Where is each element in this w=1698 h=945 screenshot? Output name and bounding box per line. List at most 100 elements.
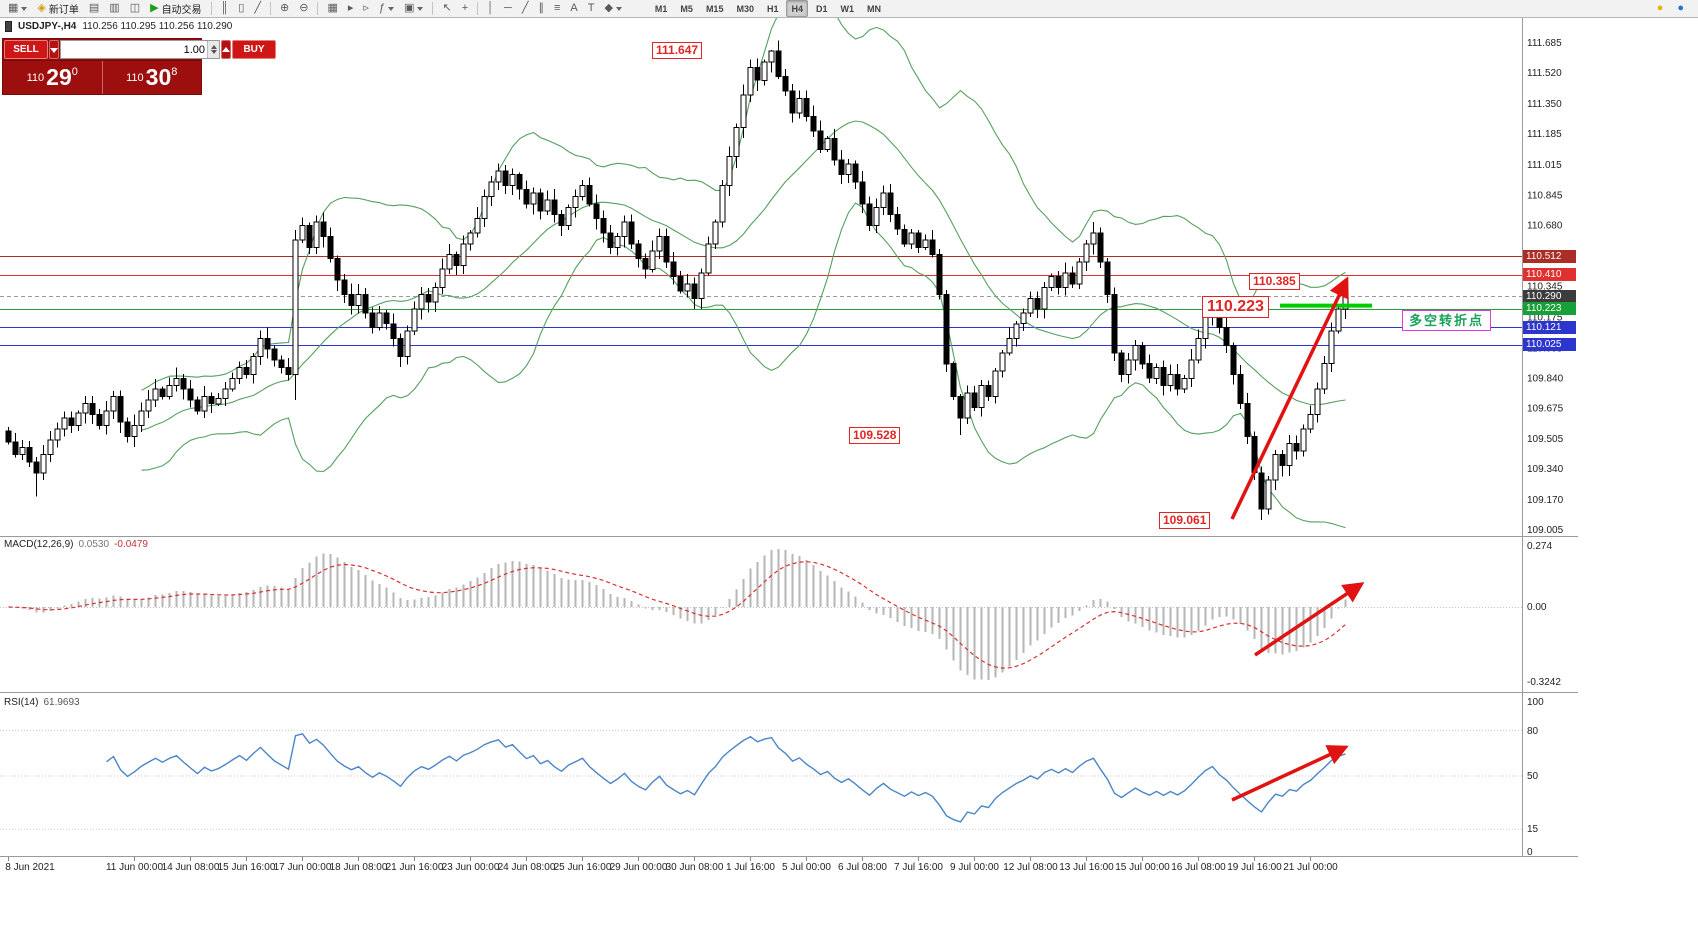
arrows-icon[interactable]: ◆: [600, 0, 625, 17]
svg-text:80: 80: [1527, 726, 1539, 737]
channel-icon[interactable]: ∥: [534, 0, 548, 17]
price-annotation-peak[interactable]: 111.647: [652, 42, 703, 59]
zoom-out-icon[interactable]: ⊖: [295, 0, 312, 17]
svg-text:21 Jun 16:00: 21 Jun 16:00: [386, 862, 444, 873]
autotrading-button[interactable]: ▶ 自动交易: [146, 0, 205, 17]
templates-icon: ▣: [404, 2, 415, 14]
zoom-in-icon[interactable]: ⊕: [276, 0, 293, 17]
sell-button[interactable]: SELL: [4, 40, 48, 59]
volume-up-button[interactable]: [208, 41, 219, 50]
timeframe-m1[interactable]: M1: [654, 3, 668, 14]
toolbar: ▦ ◈ 新订单 ▤ ▥ ◫ ▶ 自动交易 ║ ▯ ╱ ⊕ ⊖ ▦ ▸ ▹ ƒ ▣ ↖ + │ ─ ╱ ∥ ≡ A T ◆ M1 M5 M15…: [0, 0, 1698, 18]
svg-text:17 Jun 00:00: 17 Jun 00:00: [274, 862, 332, 873]
price-scale: 111.685 111.520 111.350 111.185 111.015 110.8…: [1527, 38, 1564, 536]
timeframe-m15[interactable]: M15: [705, 3, 724, 14]
timeframe-h4[interactable]: H4: [786, 0, 808, 17]
community-icon[interactable]: ●: [1653, 0, 1668, 17]
data-window-icon[interactable]: ▥: [105, 0, 123, 17]
svg-text:109.840: 109.840: [1527, 373, 1564, 384]
new-chart-button[interactable]: ▦: [4, 0, 31, 17]
buy-price-display[interactable]: 110 30 8: [103, 61, 202, 94]
price-annotation-pivot[interactable]: 110.223: [1202, 296, 1269, 318]
mql5-icon[interactable]: ●: [1673, 0, 1688, 17]
crosshair-icon[interactable]: +: [458, 0, 472, 17]
sell-price-display[interactable]: 110 29 0: [3, 61, 103, 94]
svg-text:50: 50: [1527, 771, 1539, 782]
bar-chart-icon[interactable]: ║: [217, 0, 233, 17]
zoom-in-icon: ⊕: [280, 2, 290, 14]
price-annotation-mid-low[interactable]: 109.528: [849, 427, 901, 444]
turning-point-annotation[interactable]: 多空转折点: [1402, 310, 1492, 331]
macd-name: MACD(12,26,9): [4, 539, 74, 550]
svg-text:16 Jul 08:00: 16 Jul 08:00: [1171, 862, 1226, 873]
templates-icon[interactable]: ▣: [400, 0, 427, 17]
timeframe-h1[interactable]: H1: [766, 3, 779, 14]
macd-indicator-label: MACD(12,26,9) 0.0530 -0.0479: [4, 539, 148, 550]
svg-text:9 Jul 00:00: 9 Jul 00:00: [950, 862, 999, 873]
trendline-icon: ╱: [521, 2, 529, 14]
trend-arrow-macd[interactable]: [1254, 582, 1365, 657]
svg-text:110.845: 110.845: [1527, 191, 1563, 202]
svg-text:109.005: 109.005: [1527, 525, 1564, 536]
rsi-name: RSI(14): [4, 697, 39, 708]
line-chart-icon[interactable]: ╱: [250, 0, 265, 17]
price-tag-110.025: 110.025: [1523, 338, 1576, 351]
price-annotation-resistance[interactable]: 110.385: [1249, 273, 1300, 290]
buy-price-main: 30: [145, 64, 172, 90]
new-chart-icon: ▦: [8, 2, 19, 14]
chevron-down-icon: [388, 6, 395, 14]
price-annotation-bottom[interactable]: 109.061: [1159, 512, 1211, 529]
price-tag-110.512: 110.512: [1523, 250, 1576, 263]
buy-price-prefix: 110: [126, 71, 144, 84]
new-order-button[interactable]: ◈ 新订单: [33, 0, 82, 17]
svg-text:8 Jun 2021: 8 Jun 2021: [5, 862, 55, 873]
svg-text:29 Jun 00:00: 29 Jun 00:00: [610, 862, 668, 873]
text-label-icon[interactable]: T: [584, 0, 599, 17]
price-tag-110.223: 110.223: [1523, 302, 1576, 315]
volume-down-button[interactable]: [208, 49, 219, 58]
text-icon[interactable]: A: [566, 0, 581, 17]
price-tag-110.121: 110.121: [1523, 321, 1576, 334]
buy-price-pip: 8: [171, 66, 178, 78]
buy-button[interactable]: BUY: [232, 40, 276, 59]
channel-icon: ∥: [538, 2, 544, 14]
autotrading-button-label: 自动交易: [161, 5, 202, 16]
volume-input[interactable]: [61, 41, 207, 58]
svg-text:12 Jul 08:00: 12 Jul 08:00: [1003, 862, 1058, 873]
buy-options-caret[interactable]: [221, 40, 231, 59]
rsi-indicator-label: RSI(14) 61.9693: [4, 697, 80, 708]
timeframe-m30[interactable]: M30: [736, 3, 754, 14]
navigator-icon: ◫: [129, 2, 141, 14]
macd-histogram: [0, 549, 1522, 681]
auto-scroll-icon[interactable]: ▸: [344, 0, 358, 17]
horizontal-line-icon[interactable]: ─: [500, 0, 516, 17]
candlestick-chart-icon[interactable]: ▯: [234, 0, 248, 17]
new-order-button-label: 新订单: [48, 5, 79, 16]
svg-text:0: 0: [1527, 847, 1533, 858]
vertical-line-icon[interactable]: │: [483, 0, 498, 17]
timeframe-mn[interactable]: MN: [867, 3, 882, 14]
chart-canvas[interactable]: 111.685 111.520 111.350 111.185 111.015 110.8…: [0, 18, 1578, 878]
trend-arrow-main[interactable]: [1230, 276, 1349, 520]
cursor-icon[interactable]: ↖: [438, 0, 455, 17]
navigator-icon[interactable]: ◫: [126, 0, 144, 17]
chart-shift-icon[interactable]: ▹: [359, 0, 373, 17]
timeframe-d1[interactable]: D1: [816, 3, 828, 14]
trendline-icon[interactable]: ╱: [518, 0, 533, 17]
horizontal-line-icon: ─: [504, 2, 512, 14]
autotrading-icon: ▶: [150, 2, 159, 14]
sell-options-caret[interactable]: [49, 40, 59, 59]
svg-text:13 Jul 16:00: 13 Jul 16:00: [1059, 862, 1114, 873]
fibonacci-icon[interactable]: ≡: [550, 0, 564, 17]
svg-text:110.345: 110.345: [1527, 282, 1563, 293]
trend-arrow-rsi[interactable]: [1231, 745, 1349, 802]
tile-windows-icon[interactable]: ▦: [323, 0, 341, 17]
indicators-icon[interactable]: ƒ: [375, 0, 398, 17]
timeframe-m5[interactable]: M5: [680, 3, 693, 14]
timeframe-w1[interactable]: W1: [840, 3, 855, 14]
market-watch-icon[interactable]: ▤: [85, 0, 103, 17]
horizontal-level-lines[interactable]: [0, 256, 1522, 346]
